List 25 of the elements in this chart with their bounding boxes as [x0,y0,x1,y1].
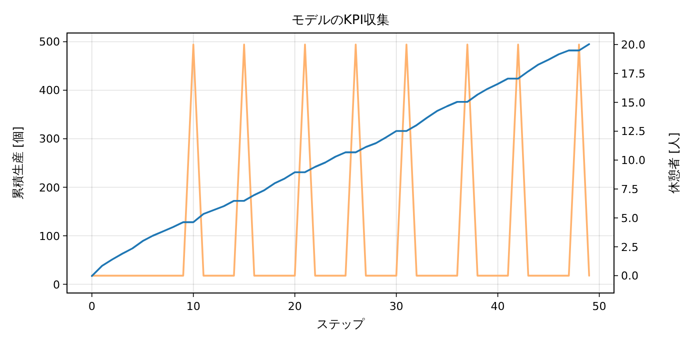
y2-tick-label: 20.0 [621,38,646,52]
x-tick-label: 0 [88,300,96,313]
y-tick-label: 300 [39,132,60,146]
y2-tick-label: 7.5 [621,183,638,196]
y2-axis-title: 休憩者 [人] [667,132,681,194]
chart-title: モデルのKPI収集 [291,13,390,28]
x-axis-title: ステップ [316,317,366,331]
y-tick-label: 400 [39,84,60,98]
x-tick-label: 20 [288,300,302,313]
y2-tick-label: 10.0 [621,154,646,168]
y2-tick-label: 2.5 [621,240,638,254]
x-tick-label: 30 [389,300,404,313]
x-tick-label: 50 [592,300,606,313]
y-tick-label: 500 [39,36,60,49]
x-tick-label: 10 [186,300,200,313]
y-tick-label: 200 [39,181,60,194]
y2-tick-label: 0.0 [621,270,638,283]
y-axis-title: 累積生産 [個] [11,126,25,200]
y-tick-label: 100 [39,230,60,243]
y2-tick-label: 12.5 [621,125,646,138]
y2-tick-label: 17.5 [621,67,646,80]
y-tick-label: 0 [53,278,60,292]
y2-tick-label: 5.0 [621,212,638,225]
y2-tick-label: 15.0 [621,96,646,110]
x-tick-label: 40 [490,300,505,313]
